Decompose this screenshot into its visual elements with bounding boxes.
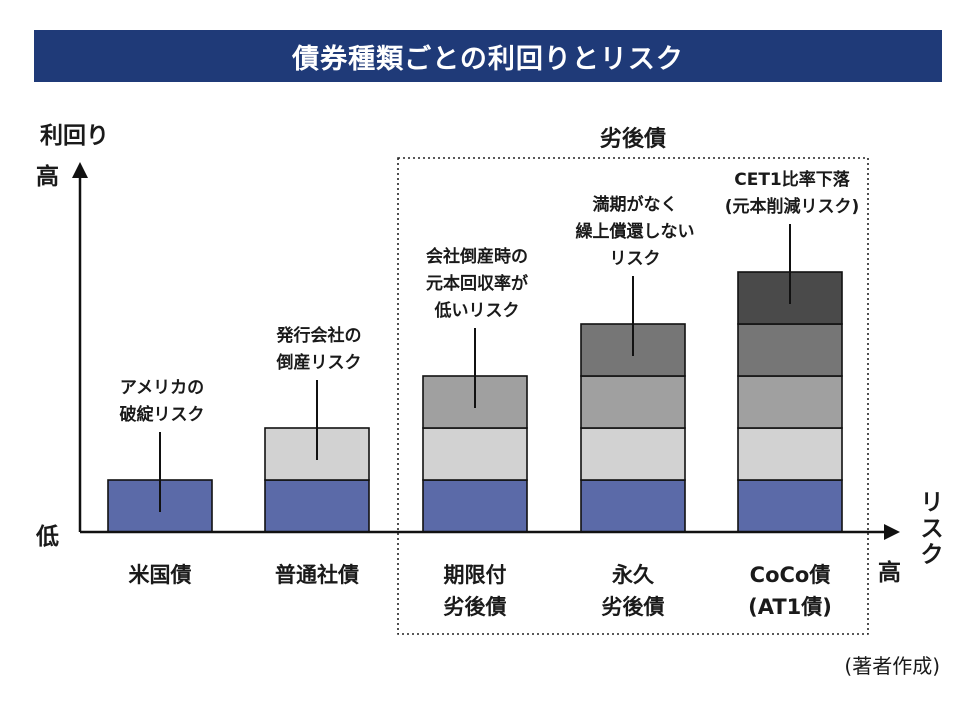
title-bar: 債券種類ごとの利回りとリスク xyxy=(34,30,942,82)
annotation-label: 倒産リスク xyxy=(276,352,362,373)
category-label: CoCo債 xyxy=(750,563,831,587)
category-label: 普通社債 xyxy=(275,563,359,587)
bar-segment xyxy=(264,479,370,533)
annotation-label: アメリカの xyxy=(120,378,204,398)
annotation-label: 会社倒産時の xyxy=(426,246,528,267)
bar-segment xyxy=(737,323,843,377)
credit-note: (著者作成) xyxy=(844,654,940,678)
bar-segment xyxy=(737,427,843,481)
y-axis-arrow xyxy=(72,162,88,178)
category-label: 劣後債 xyxy=(444,595,507,619)
category-label: 米国債 xyxy=(129,563,192,587)
bar-segment xyxy=(737,375,843,429)
annotation-label: 繰上償還しない xyxy=(576,221,695,242)
annotation-label: 低いリスク xyxy=(434,300,520,321)
annotation-label: 発行会社の xyxy=(276,325,362,346)
y-axis-high-label: 高 xyxy=(36,163,59,190)
bar-segment xyxy=(580,375,686,429)
bar-segment xyxy=(737,479,843,533)
bar-segment xyxy=(422,479,528,533)
annotation-label: CET1比率下落 xyxy=(734,169,851,190)
group-box xyxy=(397,157,869,635)
category-label: 劣後債 xyxy=(602,595,665,619)
bar-segment xyxy=(580,427,686,481)
annotation-label: リスク xyxy=(610,249,661,269)
category-label: (AT1債) xyxy=(748,595,832,619)
y-axis-title: 利回り xyxy=(40,123,109,149)
group-label: 劣後債 xyxy=(600,126,666,152)
bar-segment xyxy=(580,479,686,533)
x-axis-high-label: 高 xyxy=(878,559,901,586)
category-label: 期限付 xyxy=(444,563,507,587)
x-axis-title: リスク xyxy=(921,490,944,568)
category-label: 永久 xyxy=(611,563,654,587)
bar-segment xyxy=(422,427,528,481)
y-axis-low-label: 低 xyxy=(35,524,59,550)
annotation-label: (元本削減リスク) xyxy=(725,196,860,217)
annotation-label: 満期がなく xyxy=(593,194,678,215)
annotation-label: 元本回収率が xyxy=(426,273,528,294)
chart-title: 債券種類ごとの利回りとリスク xyxy=(292,43,684,75)
annotation-label: 破綻リスク xyxy=(120,404,205,425)
x-axis-arrow xyxy=(884,524,900,540)
